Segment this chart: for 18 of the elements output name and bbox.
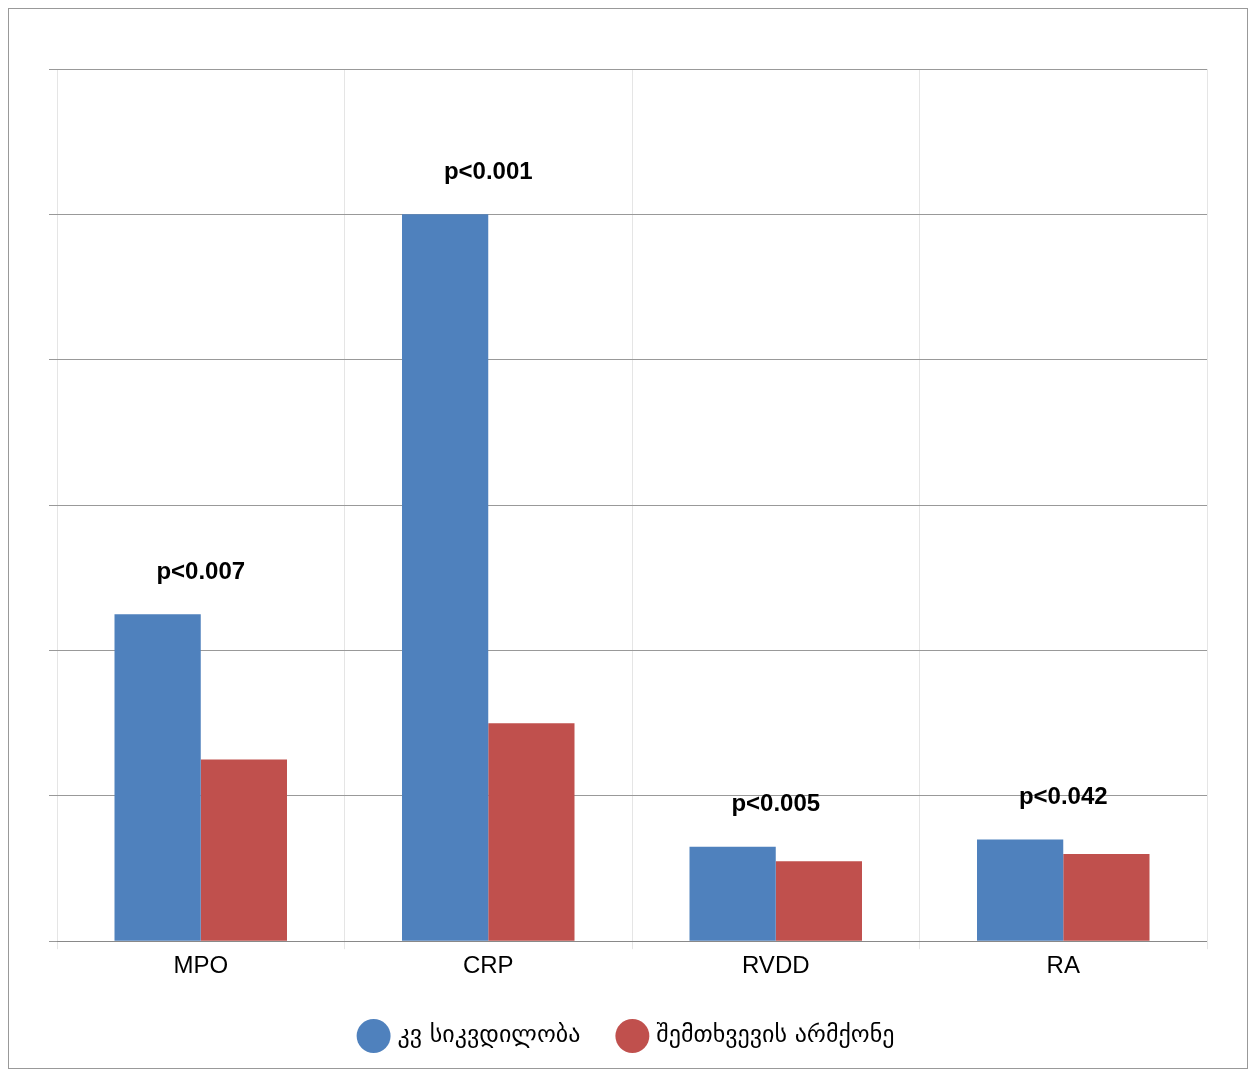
x-tick-label: RVDD xyxy=(741,951,810,979)
annotation: p<0.007 xyxy=(156,556,246,584)
bar xyxy=(114,614,201,941)
annotation: p<0.005 xyxy=(731,789,821,817)
bar xyxy=(775,861,862,941)
text: p<0.001 xyxy=(443,156,533,184)
x-tick-label: RA xyxy=(1046,951,1080,979)
bar xyxy=(977,839,1064,941)
bar xyxy=(402,214,489,941)
annotation: p<0.042 xyxy=(1018,782,1108,810)
bar xyxy=(1063,853,1150,941)
bar xyxy=(689,846,776,941)
bar xyxy=(200,759,287,941)
x-tick-label: MPO xyxy=(173,951,229,979)
bar xyxy=(488,723,575,941)
x-tick-label: CRP xyxy=(462,951,514,979)
legend-label: შემთხვევის არმქონე xyxy=(656,1020,895,1049)
legend-label: კვ სიკვდილობა xyxy=(397,1020,581,1049)
